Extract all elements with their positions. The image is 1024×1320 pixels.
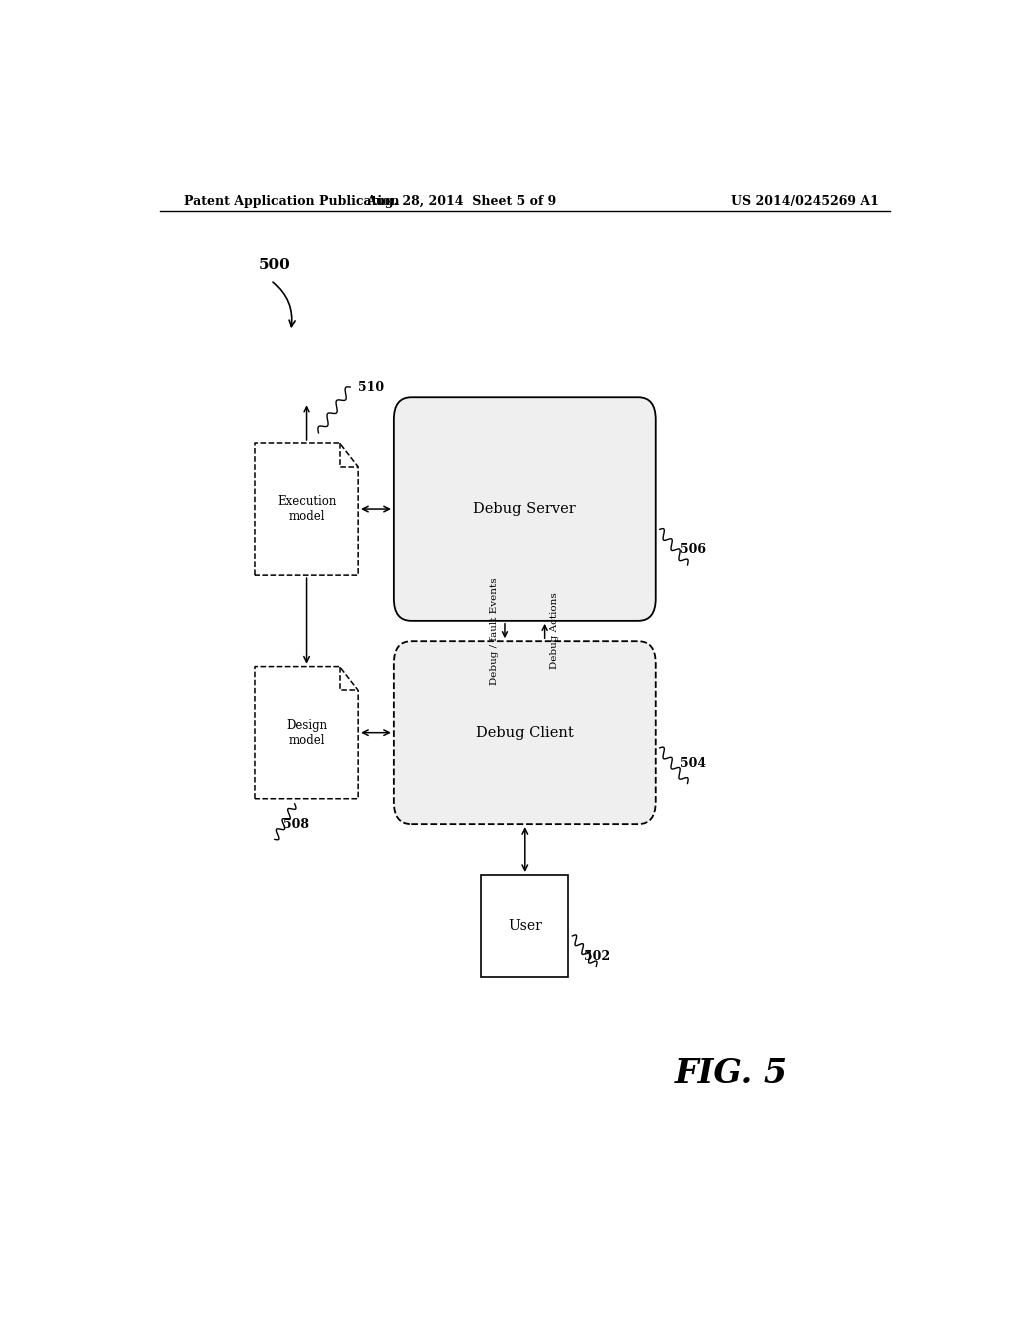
Text: 500: 500 (259, 259, 291, 272)
Text: Debug Client: Debug Client (476, 726, 573, 739)
Text: 502: 502 (585, 950, 610, 962)
Text: FIG. 5: FIG. 5 (675, 1056, 787, 1090)
Text: User: User (508, 919, 542, 933)
Text: Design
model: Design model (286, 718, 327, 747)
Text: US 2014/0245269 A1: US 2014/0245269 A1 (731, 194, 879, 207)
Text: Aug. 28, 2014  Sheet 5 of 9: Aug. 28, 2014 Sheet 5 of 9 (367, 194, 556, 207)
FancyBboxPatch shape (394, 642, 655, 824)
Text: Execution
model: Execution model (276, 495, 336, 523)
Text: Patent Application Publication: Patent Application Publication (183, 194, 399, 207)
FancyBboxPatch shape (394, 397, 655, 620)
Bar (481, 875, 568, 977)
Text: 508: 508 (283, 817, 309, 830)
Text: 510: 510 (358, 380, 384, 393)
Text: Debug Actions: Debug Actions (550, 593, 559, 669)
Text: 506: 506 (680, 544, 706, 556)
Text: Debug Server: Debug Server (473, 502, 577, 516)
Text: 504: 504 (680, 756, 706, 770)
Text: Debug / fault Events: Debug / fault Events (490, 577, 500, 685)
